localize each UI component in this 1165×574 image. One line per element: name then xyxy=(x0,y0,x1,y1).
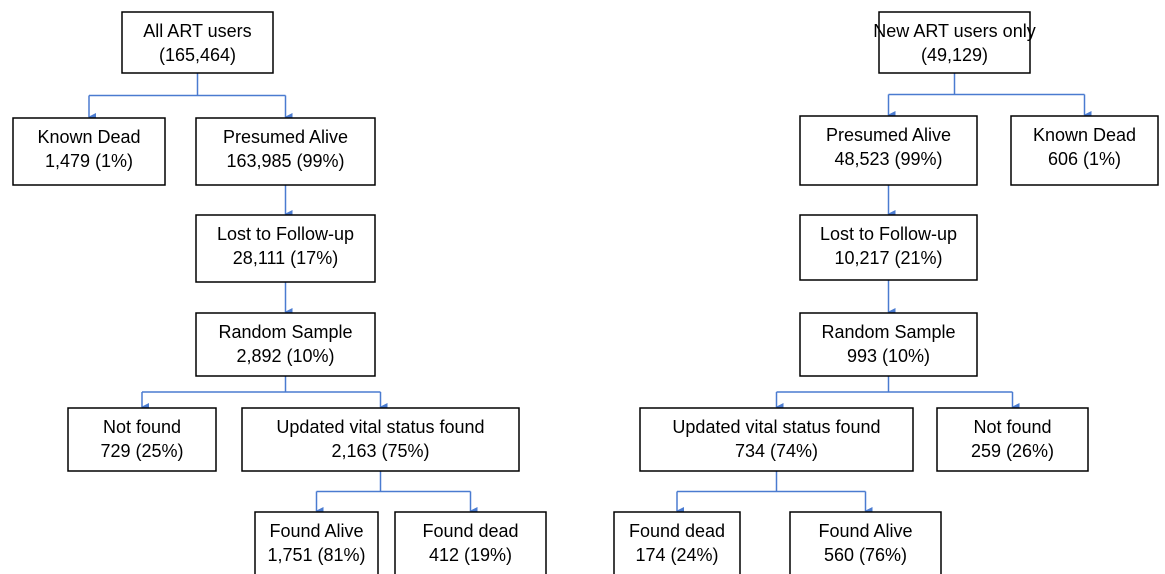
node-box xyxy=(12,117,166,186)
node-title: Found dead xyxy=(629,521,725,541)
node-title: Presumed Alive xyxy=(826,125,951,145)
node-box xyxy=(799,115,978,186)
node-count: 412 (19%) xyxy=(429,545,512,565)
node-box xyxy=(195,117,376,186)
node-box xyxy=(639,407,914,472)
node-title: Updated vital status found xyxy=(276,417,484,437)
node-box xyxy=(67,407,217,472)
node-box xyxy=(121,11,274,74)
node-box xyxy=(241,407,520,472)
node-box xyxy=(1010,115,1159,186)
node-title: Not found xyxy=(103,417,181,437)
node-count: 729 (25%) xyxy=(100,441,183,461)
node-count: 734 (74%) xyxy=(735,441,818,461)
node-box xyxy=(936,407,1089,472)
node-count: (165,464) xyxy=(159,45,236,65)
node-count: (49,129) xyxy=(921,45,988,65)
node-count: 606 (1%) xyxy=(1048,149,1121,169)
node-count: 163,985 (99%) xyxy=(226,151,344,171)
node-title: Known Dead xyxy=(37,127,140,147)
node-title: Random Sample xyxy=(218,322,352,342)
node-count: 174 (24%) xyxy=(635,545,718,565)
node-title: Lost to Follow-up xyxy=(820,224,957,244)
node-title: New ART users only xyxy=(873,21,1035,41)
node-count: 48,523 (99%) xyxy=(834,149,942,169)
node-title: Lost to Follow-up xyxy=(217,224,354,244)
node-box xyxy=(254,511,379,574)
node-count: 993 (10%) xyxy=(847,346,930,366)
node-box xyxy=(799,214,978,281)
node-count: 259 (26%) xyxy=(971,441,1054,461)
node-count: 560 (76%) xyxy=(824,545,907,565)
node-title: Found Alive xyxy=(818,521,912,541)
node-count: 2,163 (75%) xyxy=(331,441,429,461)
node-title: Found dead xyxy=(422,521,518,541)
node-box xyxy=(878,11,1031,74)
node-box xyxy=(799,312,978,377)
node-box xyxy=(195,214,376,283)
node-box xyxy=(195,312,376,377)
node-count: 1,751 (81%) xyxy=(267,545,365,565)
node-box xyxy=(394,511,547,574)
node-title: Not found xyxy=(973,417,1051,437)
node-box xyxy=(789,511,942,574)
node-count: 1,479 (1%) xyxy=(45,151,133,171)
node-title: Known Dead xyxy=(1033,125,1136,145)
node-box xyxy=(613,511,741,574)
node-count: 28,111 (17%) xyxy=(233,248,338,268)
node-title: Found Alive xyxy=(269,521,363,541)
node-title: Updated vital status found xyxy=(672,417,880,437)
node-title: Presumed Alive xyxy=(223,127,348,147)
node-title: All ART users xyxy=(143,21,251,41)
node-count: 10,217 (21%) xyxy=(834,248,942,268)
node-title: Random Sample xyxy=(821,322,955,342)
node-count: 2,892 (10%) xyxy=(236,346,334,366)
